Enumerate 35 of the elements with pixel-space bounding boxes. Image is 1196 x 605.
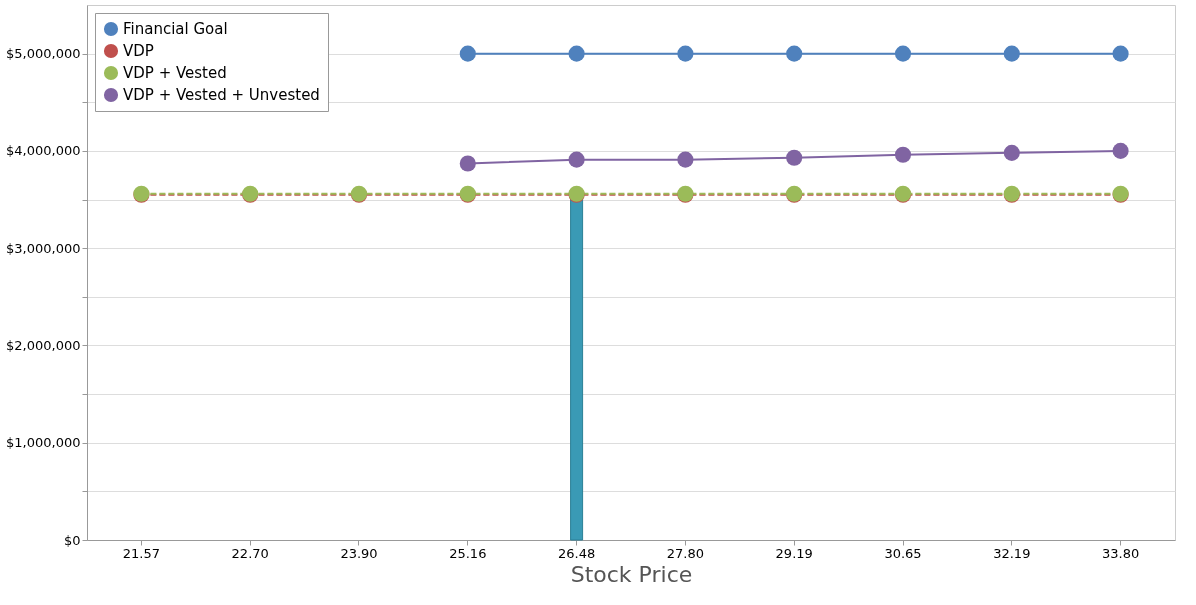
point <box>894 146 912 163</box>
point <box>894 45 912 62</box>
x-tick-label: 21.57 <box>122 545 161 561</box>
x-tick-label: 22.70 <box>231 545 269 561</box>
y-tick-label: $5,000,000 <box>6 46 81 62</box>
point <box>568 45 585 62</box>
legend-label: VDP + Vested <box>123 64 227 82</box>
x-tick-label: 27.80 <box>666 545 705 561</box>
point <box>677 45 694 62</box>
y-tick-label: $0 <box>63 532 81 548</box>
y-tick-label: $4,000,000 <box>6 143 81 159</box>
point <box>459 45 476 62</box>
point <box>786 149 803 166</box>
y-tick-label: $3,000,000 <box>6 240 81 256</box>
point <box>1003 45 1020 62</box>
legend-label: VDP + Vested + Unvested <box>123 86 320 104</box>
point <box>677 151 694 168</box>
x-tick-label: 33.80 <box>1101 545 1140 561</box>
point <box>786 45 803 62</box>
point <box>459 155 476 172</box>
y-tick-label: $2,000,000 <box>6 337 81 353</box>
y-tick-label: $1,000,000 <box>6 435 81 451</box>
x-axis-title: Stock Price <box>570 561 693 587</box>
point <box>1003 144 1020 161</box>
x-tick-label: 26.48 <box>557 545 596 561</box>
point <box>1112 142 1129 159</box>
x-tick-label: 32.19 <box>993 545 1031 561</box>
legend-label: VDP <box>123 42 154 60</box>
point <box>1112 45 1129 62</box>
legend-label: Financial Goal <box>123 20 228 38</box>
point <box>568 151 585 168</box>
x-tick-label: 30.65 <box>884 545 922 561</box>
x-tick-label: 23.90 <box>340 545 378 561</box>
x-tick-label: 25.16 <box>449 545 487 561</box>
x-tick-label: 29.19 <box>775 545 813 561</box>
